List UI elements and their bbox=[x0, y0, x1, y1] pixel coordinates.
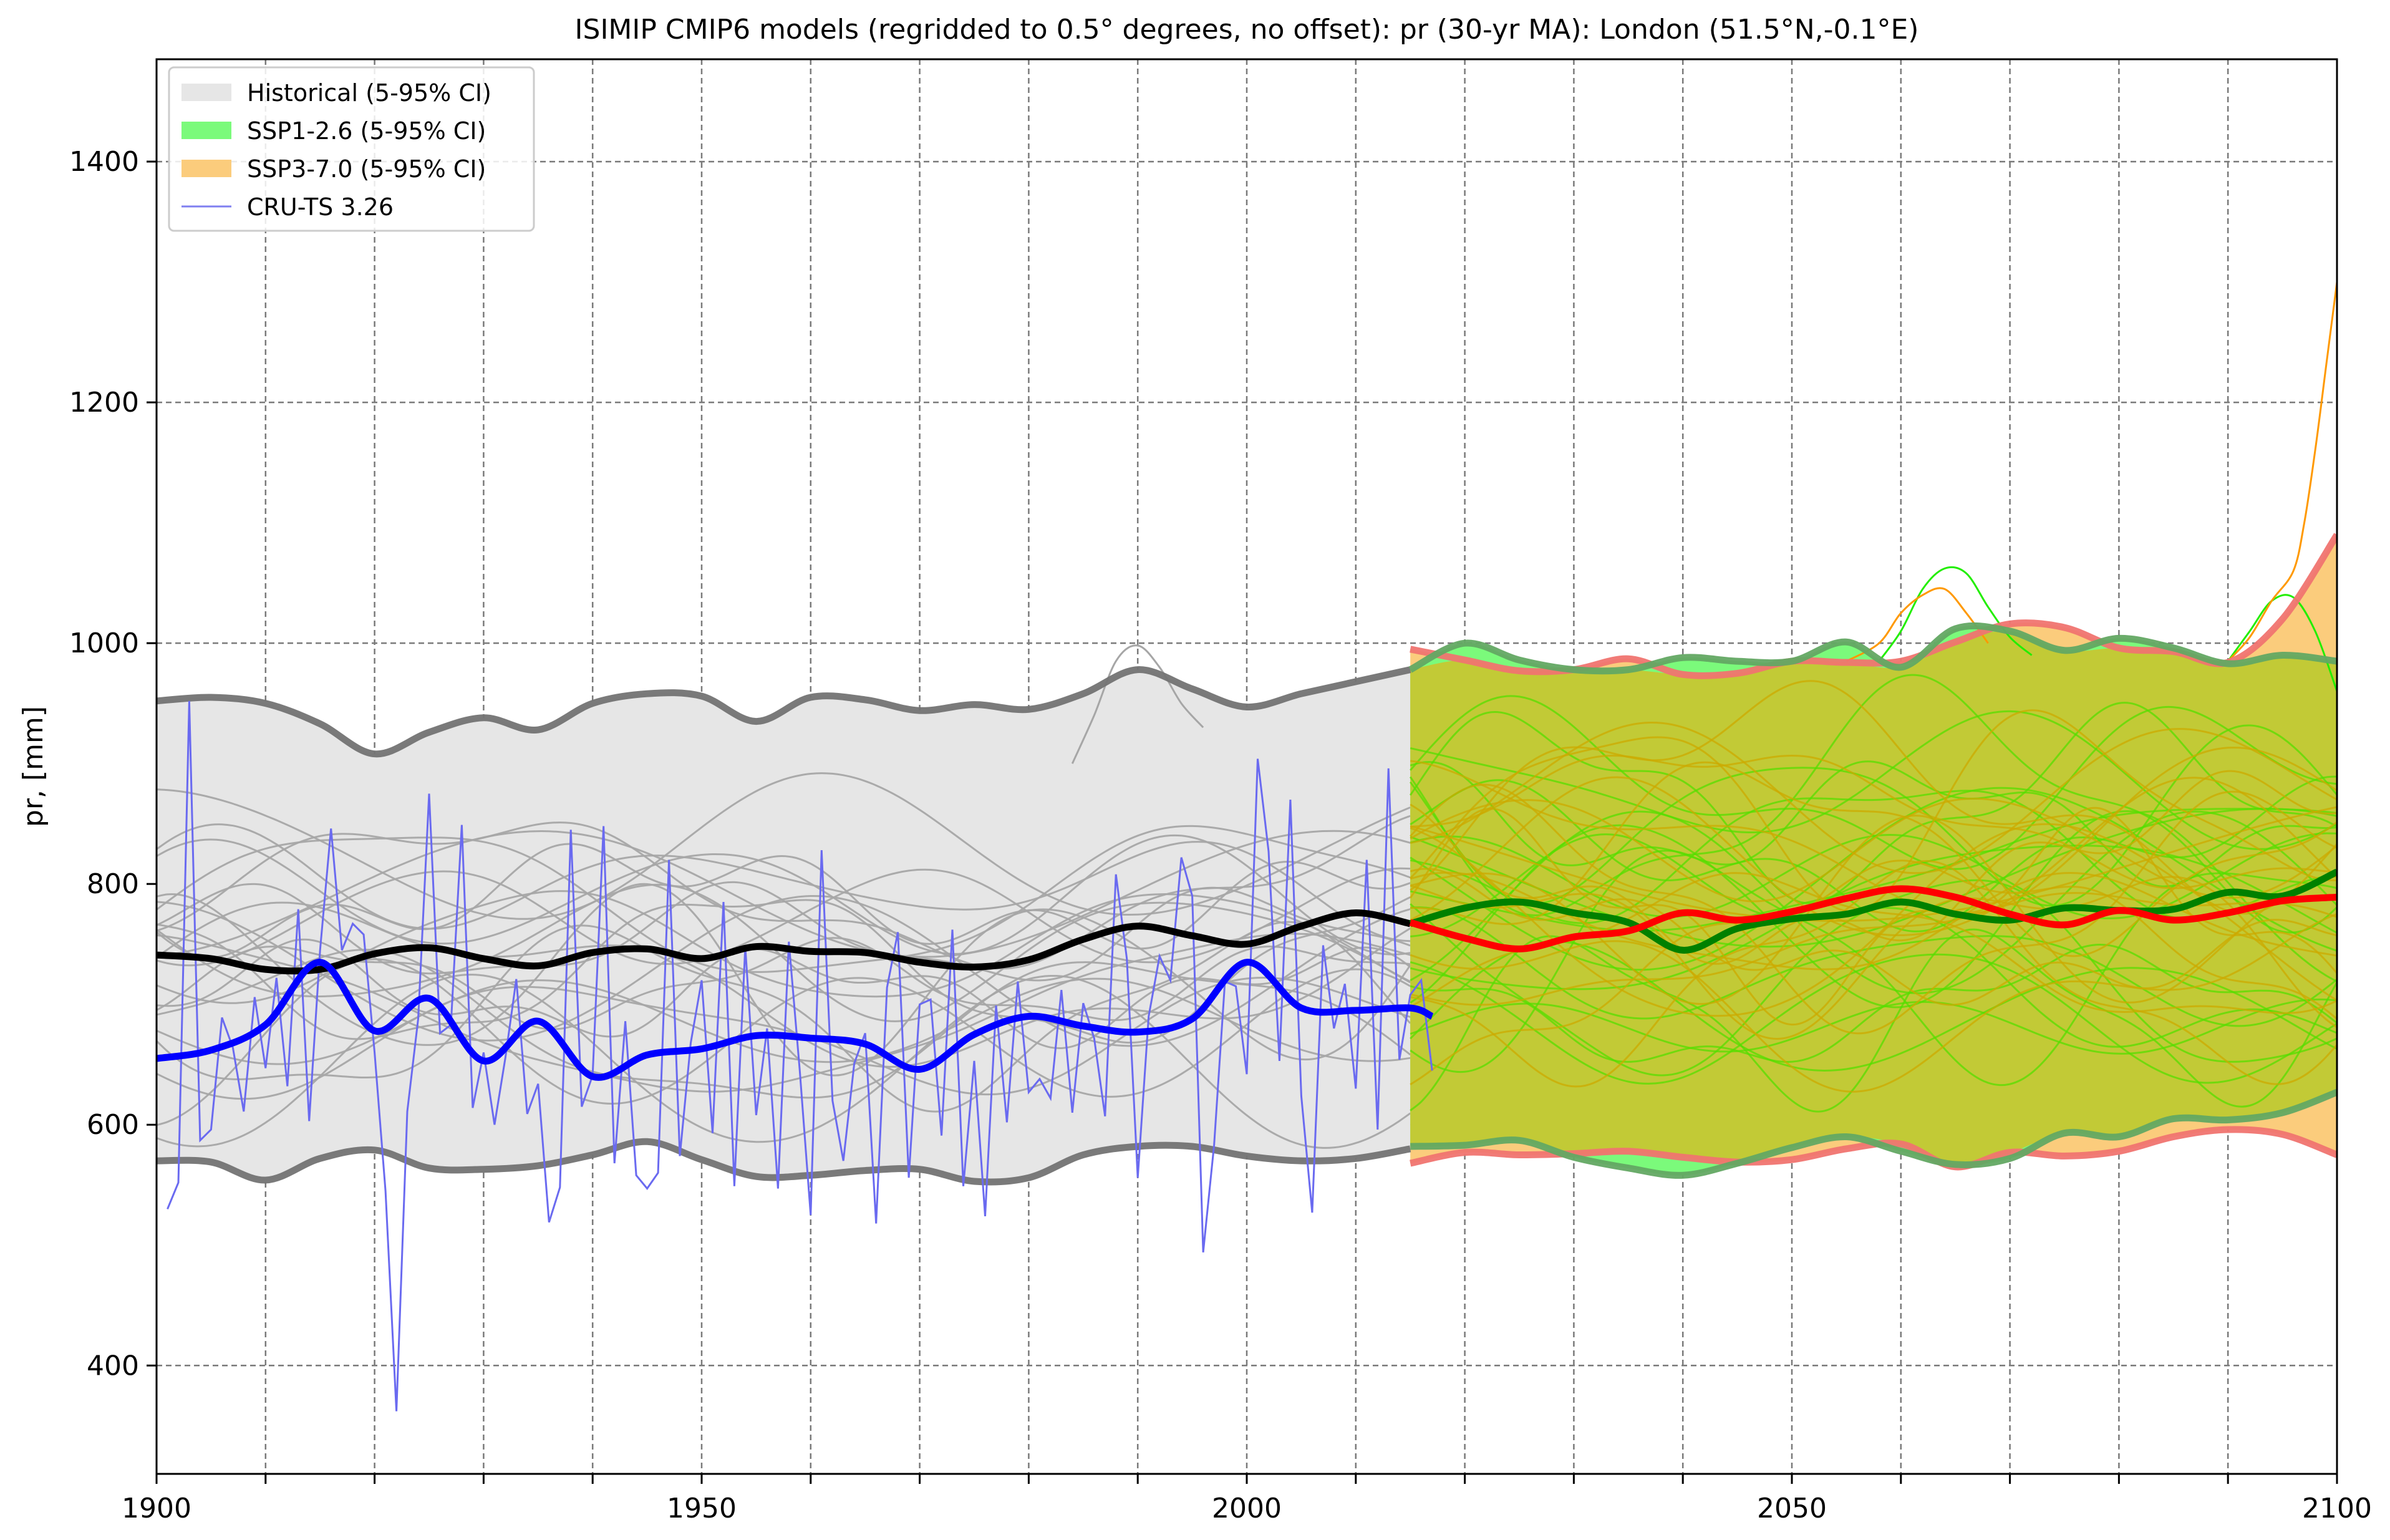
ssp370-member-line bbox=[1410, 860, 2337, 1088]
ssp370-member-line bbox=[1410, 797, 2337, 903]
ssp126-member-line bbox=[1409, 702, 2337, 904]
historical-mean-line bbox=[157, 909, 1411, 975]
ssp126-member-line bbox=[1410, 943, 2337, 1063]
x-tick-label: 2050 bbox=[1757, 1493, 1827, 1524]
chart-title: ISIMIP CMIP6 models (regridded to 0.5° d… bbox=[575, 14, 1919, 46]
ssp370-member-line bbox=[1410, 876, 2337, 1040]
ssp126-member-line bbox=[1410, 775, 2337, 932]
y-tick-label: 1000 bbox=[69, 627, 139, 659]
historical-member-line bbox=[157, 883, 1411, 1022]
cru-ts-raw-line bbox=[167, 700, 1433, 1412]
historical-member-line bbox=[157, 843, 1411, 959]
ssp370-member-line bbox=[1410, 776, 2337, 936]
x-tick-label: 1950 bbox=[667, 1493, 737, 1524]
ssp370-member-line bbox=[1410, 815, 2337, 1005]
legend-box bbox=[168, 66, 535, 232]
historical-outlier-line bbox=[1071, 644, 1204, 764]
ssp370-member-line bbox=[1410, 761, 2337, 957]
legend: Historical (5-95% CI) SSP1-2.6 (5-95% CI)… bbox=[168, 66, 535, 232]
ssp370-outlier-b-line bbox=[2227, 281, 2337, 662]
historical-member-line bbox=[157, 834, 1411, 956]
y-tick-label: 400 bbox=[87, 1350, 139, 1382]
ssp370-member-line bbox=[1410, 806, 2337, 922]
legend-swatch bbox=[181, 84, 231, 101]
x-tick-label: 2000 bbox=[1212, 1493, 1282, 1524]
ssp126-outlier-b-line bbox=[2227, 594, 2337, 692]
historical-ci-lower-edge bbox=[157, 1138, 1411, 1186]
historical-member-line bbox=[157, 974, 1411, 1149]
historical-member-line bbox=[157, 976, 1411, 1100]
historical-member-line bbox=[157, 894, 1411, 1047]
historical-member-line bbox=[157, 883, 1411, 1077]
ssp126-member-line bbox=[1410, 953, 2337, 1085]
plot-area bbox=[157, 281, 2337, 1412]
ssp126-ci-upper-edge bbox=[1408, 622, 2337, 675]
ssp370-member-line bbox=[1410, 868, 2337, 1006]
ssp126-member-line bbox=[1410, 787, 2337, 971]
axes: 1900 1950 2000 2050 2100 400 600 800 1000 1200 140… bbox=[69, 146, 2372, 1524]
legend-swatch bbox=[181, 160, 231, 177]
ssp126-member-line bbox=[1410, 906, 2337, 1027]
overlap-ci-band bbox=[1410, 631, 2337, 1165]
historical-member-line bbox=[157, 938, 1411, 1050]
historical-member-line bbox=[157, 867, 1411, 967]
cru-ts-smoothed-line bbox=[157, 959, 1434, 1081]
historical-ci-upper-edge bbox=[157, 666, 1411, 758]
x-tick-label: 1900 bbox=[122, 1493, 191, 1524]
ssp126-member-line bbox=[1410, 832, 2337, 919]
ssp370-mean-line bbox=[1409, 885, 2337, 952]
historical-member-line bbox=[157, 825, 1411, 973]
y-tick-label: 1200 bbox=[69, 387, 139, 419]
ssp370-member-line bbox=[1410, 913, 2337, 1093]
ssp370-member-line bbox=[1410, 783, 2337, 1035]
y-tick-label: 600 bbox=[87, 1109, 139, 1141]
ssp126-mean-line bbox=[1409, 868, 2337, 954]
y-tick-label: 800 bbox=[87, 868, 139, 900]
historical-member-line bbox=[157, 823, 1411, 942]
y-tick-label: 1400 bbox=[69, 146, 139, 178]
ssp126-ci-lower-edge bbox=[1410, 1088, 2337, 1179]
ssp370-member-line bbox=[1410, 747, 2337, 916]
historical-member-line bbox=[157, 958, 1411, 1126]
legend-swatch bbox=[181, 122, 231, 139]
legend-label: SSP3-7.0 (5-95% CI) bbox=[247, 155, 486, 183]
historical-ci-band bbox=[157, 669, 1411, 1183]
ssp126-member-line bbox=[1410, 710, 2337, 850]
historical-member-line bbox=[157, 830, 1411, 958]
historical-member-line bbox=[157, 937, 1411, 1030]
ssp126-member-line bbox=[1410, 998, 2337, 1055]
ssp370-member-line bbox=[1410, 823, 2337, 1017]
y-axis-label: pr, [mm] bbox=[17, 706, 49, 827]
ssp126-member-line bbox=[1410, 810, 2337, 994]
historical-member-line bbox=[157, 901, 1411, 1068]
legend-label: CRU-TS 3.26 bbox=[247, 193, 394, 221]
ssp370-outlier-a-line bbox=[1846, 587, 1989, 662]
legend-label: SSP1-2.6 (5-95% CI) bbox=[247, 117, 486, 145]
historical-member-line bbox=[157, 921, 1411, 1113]
ssp370-member-line bbox=[1410, 860, 2337, 1085]
legend-label: Historical (5-95% CI) bbox=[247, 79, 491, 107]
historical-member-line bbox=[157, 772, 1411, 920]
x-tick-label: 2100 bbox=[2302, 1493, 2372, 1524]
